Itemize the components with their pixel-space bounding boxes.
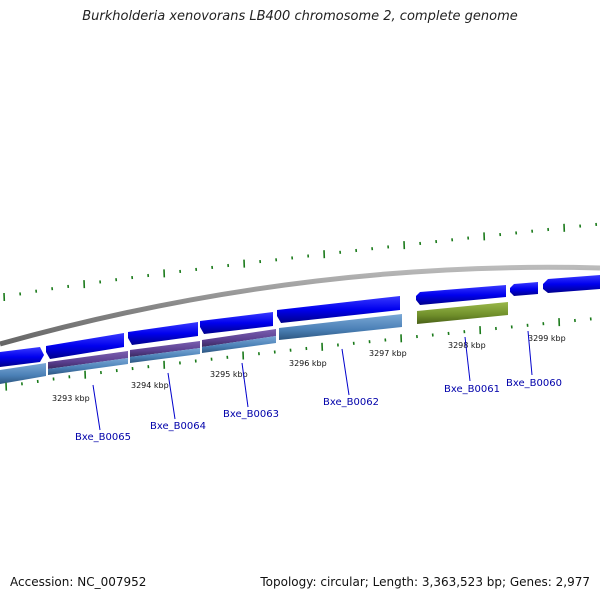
kbp-label: 3297 kbp [369, 349, 407, 358]
cds-arrow [277, 296, 400, 323]
leader-line [341, 348, 350, 396]
gene-label-bxe-b0061[interactable]: Bxe_B0061 [444, 384, 500, 395]
leader-line [527, 330, 533, 376]
gene-leaders [92, 330, 533, 431]
gene-block [48, 351, 128, 369]
forward-strand-track [0, 275, 600, 367]
gene-block [417, 302, 508, 324]
cds-arrow [128, 322, 198, 345]
cds-arrow [46, 333, 124, 359]
gene-block [202, 329, 276, 347]
map-title: Burkholderia xenovorans LB400 chromosome… [82, 9, 518, 24]
gene-block [279, 314, 402, 340]
leader-line [464, 336, 471, 382]
accession-text: Accession: NC_007952 [10, 575, 147, 589]
gene-label-bxe-b0065[interactable]: Bxe_B0065 [75, 432, 131, 443]
cds-arrow [416, 285, 506, 305]
genome-backbone [0, 264, 600, 347]
leader-line [167, 372, 176, 420]
cds-arrow [0, 347, 44, 367]
kbp-label: 3296 kbp [289, 359, 327, 368]
gene-block [130, 341, 200, 357]
gene-label-bxe-b0064[interactable]: Bxe_B0064 [150, 421, 206, 432]
gene-block [202, 336, 276, 353]
gene-block [130, 348, 200, 363]
gene-track [0, 302, 508, 384]
inner-tick-ring [5, 317, 592, 391]
genome-summary-text: Topology: circular; Length: 3,363,523 bp… [260, 575, 590, 589]
kbp-labels: 3293 kbp 3294 kbp 3295 kbp 3296 kbp 3297… [52, 334, 566, 403]
kbp-label: 3293 kbp [52, 394, 90, 403]
cds-arrow [543, 275, 600, 293]
outer-tick-ring [3, 222, 598, 302]
kbp-label: 3299 kbp [528, 334, 566, 343]
kbp-label: 3298 kbp [448, 341, 486, 350]
gene-labels: Bxe_B0065 Bxe_B0064 Bxe_B0063 Bxe_B0062 … [75, 378, 562, 443]
gene-label-bxe-b0063[interactable]: Bxe_B0063 [223, 409, 279, 420]
gene-label-bxe-b0062[interactable]: Bxe_B0062 [323, 397, 379, 408]
kbp-label: 3294 kbp [131, 381, 169, 390]
leader-line [241, 362, 249, 408]
gene-block [48, 358, 128, 375]
kbp-label: 3295 kbp [210, 370, 248, 379]
cds-arrow [510, 282, 538, 296]
cds-arrow [200, 312, 273, 334]
leader-line [92, 384, 101, 431]
gene-label-bxe-b0060[interactable]: Bxe_B0060 [506, 378, 562, 389]
gene-block [0, 363, 46, 384]
